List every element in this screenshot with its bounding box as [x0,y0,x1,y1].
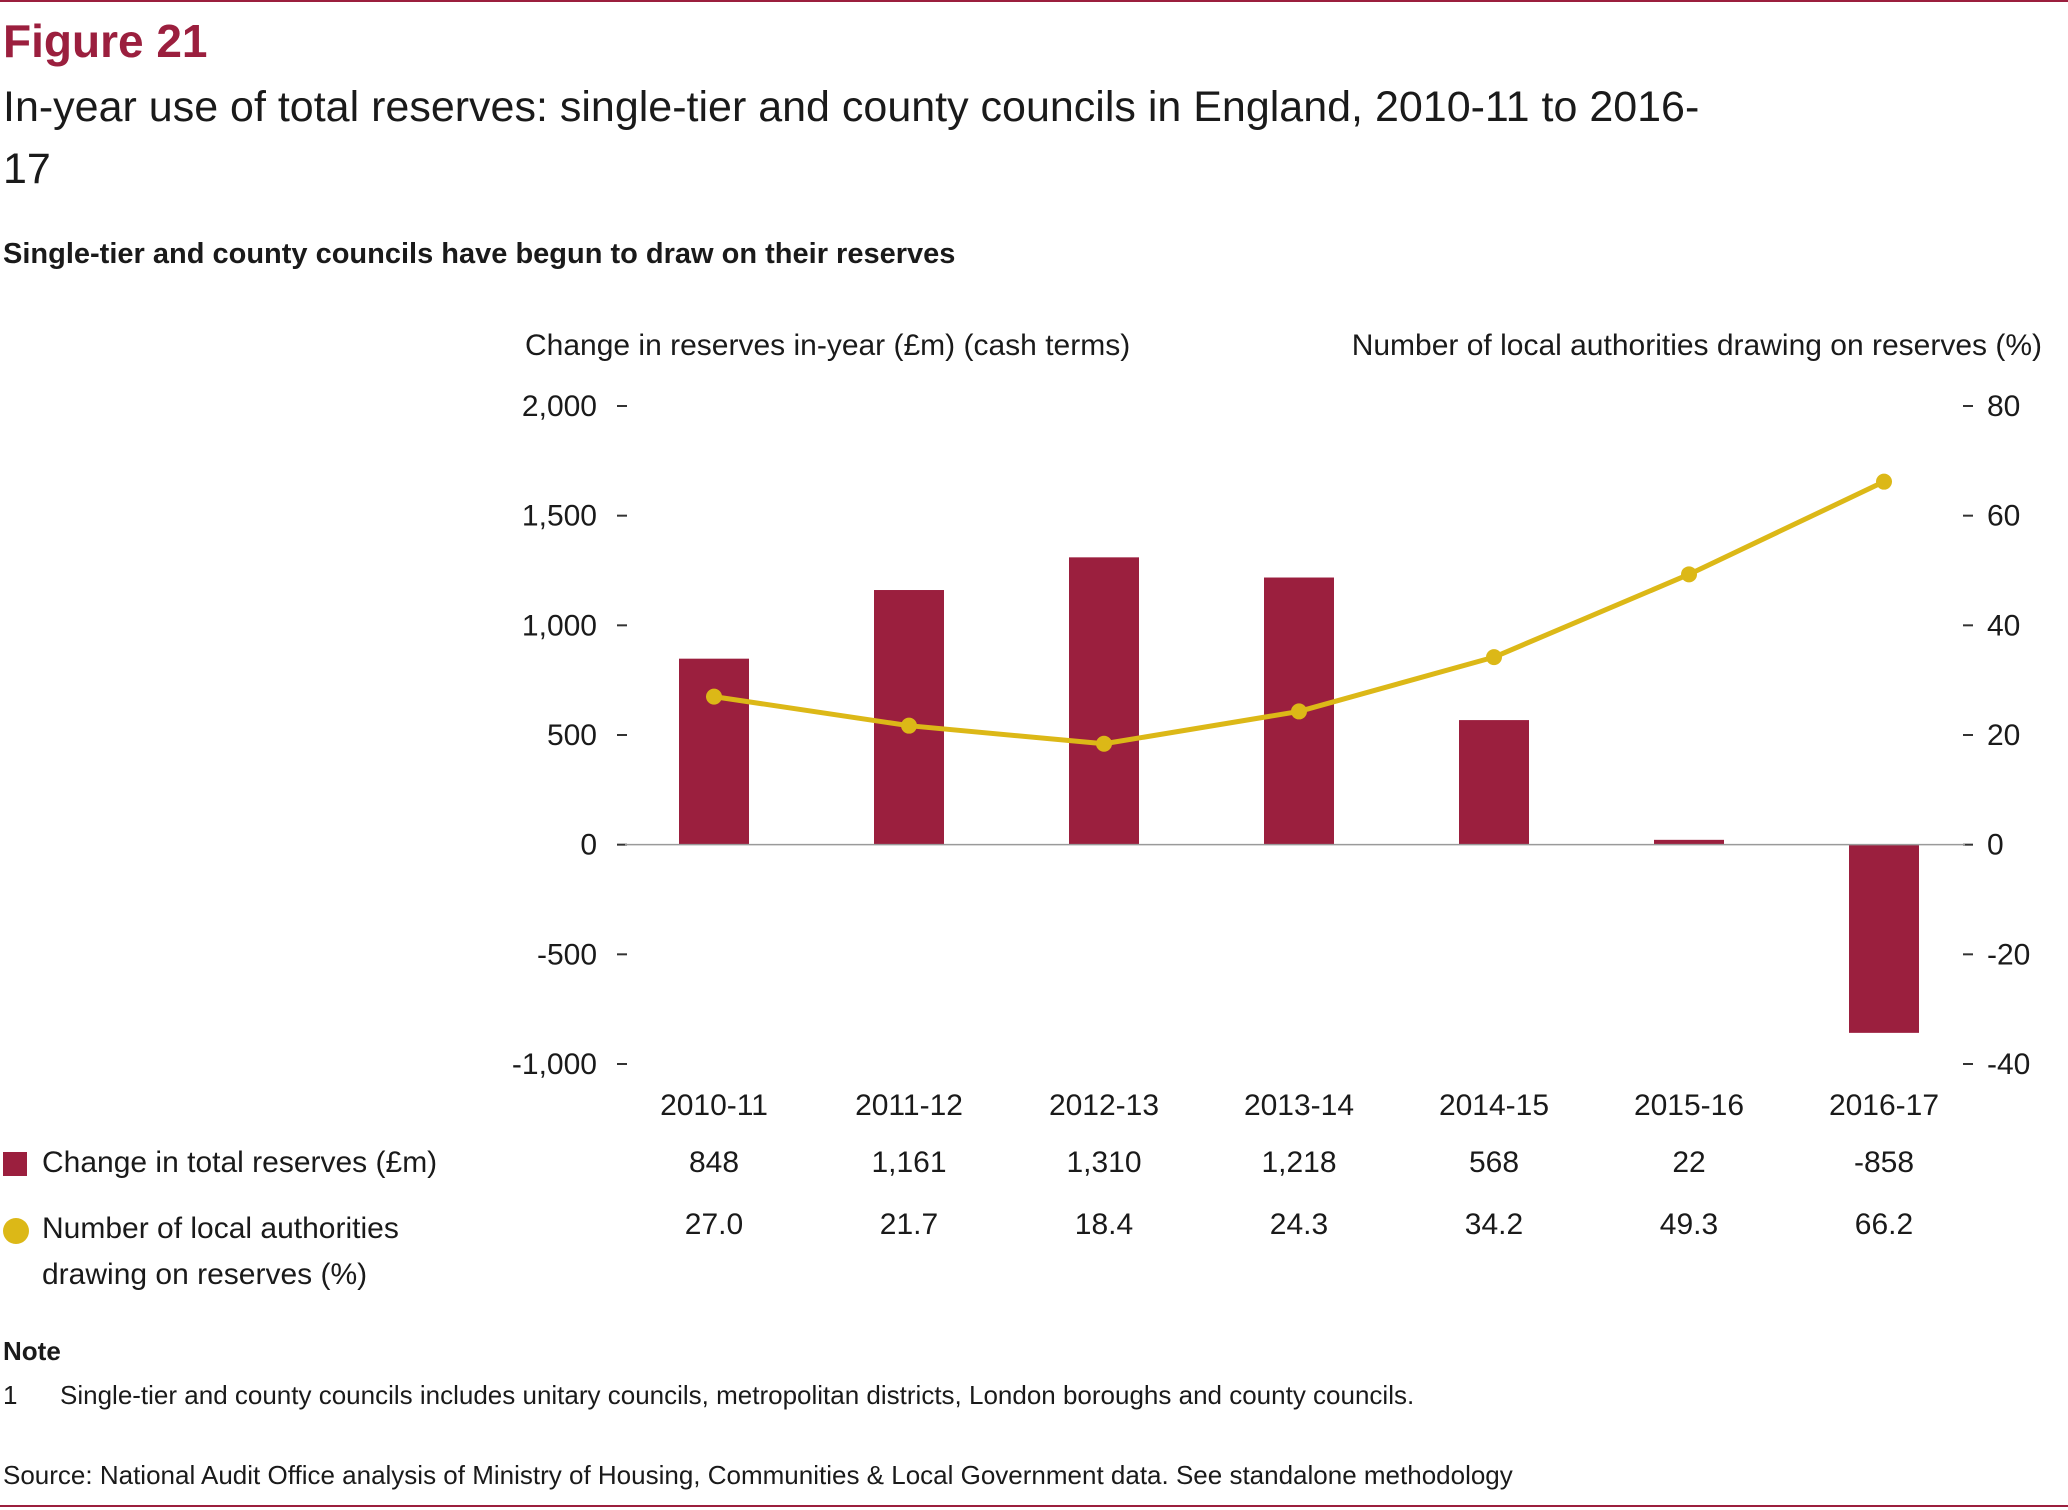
line-point-2014-15 [1486,649,1502,666]
right-axis-tick-label: 20 [1987,719,2020,752]
x-axis-label-2012-13: 2012-13 [1049,1089,1159,1120]
table-line-value: 34.2 [1464,1208,1524,1241]
line-point-2016-17 [1876,473,1892,490]
bar-2012-13 [1069,557,1139,845]
table-bar-value: 1,218 [1261,1146,1337,1179]
figure-subtitle: Single-tier and county councils have beg… [3,238,956,270]
table-line-value: 24.3 [1269,1208,1329,1241]
figure-title: In-year use of total reserves: single-ti… [3,83,1700,193]
legend-line-swatch [3,1218,29,1244]
right-axis-tick-label: 0 [1987,829,2004,862]
top-rule [0,0,2068,2]
left-axis-tick-label: 1,000 [522,609,597,642]
right-axis-tick-label: 80 [1987,390,2020,423]
right-axis-tick-label: -40 [1987,1048,2030,1081]
x-axis-label-2014-15: 2014-15 [1439,1089,1549,1120]
table-bar-value: 1,310 [1066,1146,1142,1179]
table-line-value: 27.0 [684,1208,744,1241]
left-axis-title: Change in reserves in-year (£m) (cash te… [525,329,1131,362]
right-axis-title: Number of local authorities drawing on r… [1351,329,2042,362]
left-axis-tick-label: 0 [580,829,597,862]
bar-2010-11 [679,658,749,845]
right-axis-tick-label: 40 [1987,609,2020,642]
line-point-2013-14 [1291,703,1307,720]
left-axis-tick-label: 1,500 [522,500,597,533]
table-bar-value: 568 [1468,1146,1520,1179]
note-text: Single-tier and county councils includes… [60,1380,1415,1410]
bar-2011-12 [874,590,944,845]
legend-bar-swatch [3,1152,27,1176]
bar-2015-16 [1654,839,1724,845]
bar-2014-15 [1459,720,1529,845]
line-point-2011-12 [901,717,917,734]
x-axis-label-2016-17: 2016-17 [1829,1089,1939,1120]
line-point-2010-11 [706,688,722,705]
x-axis-label-2013-14: 2013-14 [1244,1089,1354,1120]
table-line-value: 21.7 [879,1208,939,1241]
table-bar-value: -858 [1853,1146,1915,1179]
legend-line-label: Number of local authorities drawing on r… [42,1212,399,1291]
left-axis-tick-label: 500 [547,719,597,752]
bottom-rule [0,1505,2068,1507]
note-number: 1 [3,1380,18,1410]
x-axis-label-2011-12: 2011-12 [855,1089,963,1120]
table-line-value: 49.3 [1659,1208,1719,1241]
x-axis-label-2010-11: 2010-11 [660,1089,768,1120]
table-bar-value: 1,161 [871,1146,947,1179]
line-point-2012-13 [1096,735,1112,752]
right-axis-tick-label: 60 [1987,500,2020,533]
right-axis-tick-label: -20 [1987,938,2030,971]
figure-label: Figure 21 [3,15,208,67]
note-heading: Note [3,1336,61,1366]
x-axis-label-2015-16: 2015-16 [1634,1089,1744,1120]
table-bar-value: 22 [1672,1146,1706,1179]
left-axis-tick-label: 2,000 [522,390,597,423]
line-point-2015-16 [1681,566,1697,583]
left-axis-tick-label: -500 [537,938,597,971]
source-text: Source: National Audit Office analysis o… [3,1460,1513,1490]
table-line-value: 66.2 [1854,1208,1914,1241]
bar-2016-17 [1849,844,1919,1033]
legend-bar-label: Change in total reserves (£m) [42,1146,438,1179]
table-line-value: 18.4 [1074,1208,1134,1241]
left-axis-tick-label: -1,000 [512,1048,597,1081]
table-bar-value: 848 [688,1146,740,1179]
reserves-chart: 2,000 1,500 1,000 500 0 -500 -1,000 80 60 40 20 0 -2… [512,390,2030,1120]
